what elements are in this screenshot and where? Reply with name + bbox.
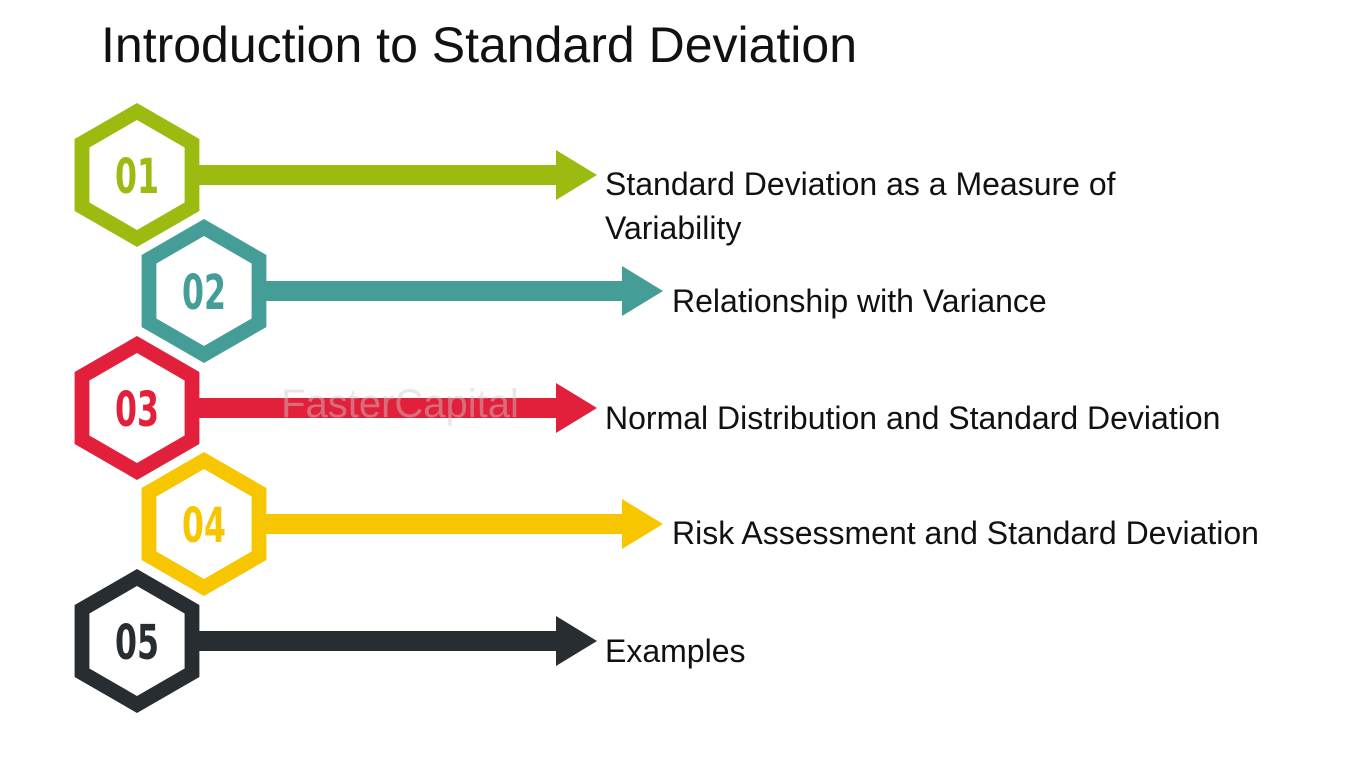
- arrow-shaft-4: [244, 514, 622, 534]
- step-label-line1: Standard Deviation as a Measure of: [605, 166, 1116, 202]
- step-5: 05: [74, 569, 597, 713]
- step-label-1: Standard Deviation as a Measure of Variab…: [605, 162, 1116, 250]
- hexagon-inner-5: [89, 586, 185, 696]
- step-label-line1: Normal Distribution and Standard Deviati…: [605, 400, 1221, 436]
- step-number-5: 05: [115, 615, 159, 671]
- hexagon-inner-4: [156, 469, 252, 579]
- arrow-shaft-5: [177, 631, 556, 651]
- step-label-2: Relationship with Variance: [672, 279, 1047, 323]
- arrow-head-5: [556, 616, 597, 666]
- arrow-shaft-2: [244, 281, 622, 301]
- arrow-head-4: [622, 499, 663, 549]
- step-3: 03: [74, 336, 597, 480]
- step-label-5: Examples: [605, 629, 746, 673]
- step-number-3: 03: [115, 382, 159, 438]
- step-number-2: 02: [182, 265, 226, 321]
- arrow-head-1: [556, 150, 597, 200]
- hexagon-inner-3: [89, 353, 185, 463]
- watermark: FasterCapital: [281, 382, 519, 426]
- step-number-1: 01: [115, 149, 159, 205]
- step-number-4: 04: [182, 498, 226, 554]
- step-label-3: Normal Distribution and Standard Deviati…: [605, 396, 1220, 440]
- step-label-line1: Relationship with Variance: [672, 283, 1047, 319]
- step-4: 04: [141, 452, 663, 596]
- step-label-line1: Examples: [605, 633, 746, 669]
- step-2: 02: [141, 219, 663, 363]
- step-label-4: Risk Assessment and Standard Deviation: [672, 511, 1259, 555]
- hexagon-inner-1: [89, 120, 185, 230]
- step-label-line1: Risk Assessment and Standard Deviation: [672, 515, 1259, 551]
- arrow-head-3: [556, 383, 597, 433]
- arrow-shaft-1: [177, 165, 556, 185]
- step-1: 01: [74, 103, 597, 247]
- arrow-head-2: [622, 266, 663, 316]
- slide-title: Introduction to Standard Deviation: [101, 17, 858, 73]
- arrow-shaft-3: [177, 398, 556, 418]
- step-label-line2: Variability: [605, 210, 742, 246]
- hexagon-inner-2: [156, 236, 252, 346]
